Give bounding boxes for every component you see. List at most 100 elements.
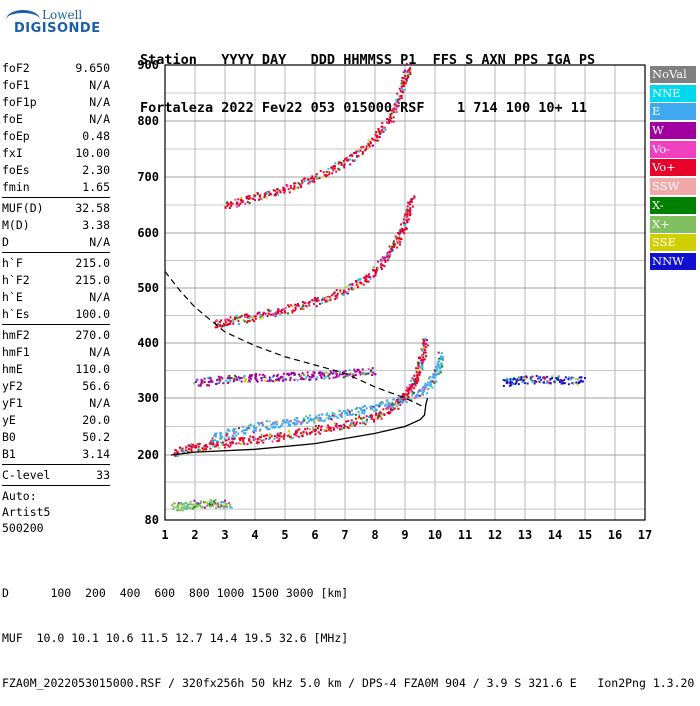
echo-point [339,424,342,427]
echo-point [294,432,297,435]
echo-point [510,381,513,384]
echo-point [372,275,375,278]
echo-point [535,374,538,377]
echo-point [333,370,336,373]
y-tick-label: 80 [145,513,159,527]
echo-point [240,430,243,433]
echo-point [212,445,215,448]
echo-point [508,384,511,387]
echo-point [305,376,308,379]
echo-point [374,269,377,272]
echo-point [282,437,285,440]
echo-point [295,431,298,434]
echo-point [375,412,378,415]
echo-point [354,279,357,282]
echo-point [206,501,209,504]
echo-point [530,377,533,380]
echo-point [260,379,263,382]
echo-point [405,62,408,65]
echo-point [409,379,412,382]
echo-point [345,420,348,423]
echo-point [409,386,412,389]
echo-point [233,437,236,440]
echo-point [392,246,395,249]
echo-point [241,437,244,440]
param-name: hmE [2,362,23,376]
echo-point [286,434,289,437]
echo-point [278,432,281,435]
echo-point [506,377,509,380]
echo-point [431,386,434,389]
param-row: yF1 N/A [2,395,110,412]
echo-point [283,377,286,380]
echo-point [414,367,417,370]
echo-point [211,440,214,443]
param-name: M(D) [2,218,30,232]
echo-point [402,79,405,82]
echo-point [413,379,416,382]
echo-point [274,189,277,192]
echo-point [384,260,387,263]
echo-point [256,312,259,315]
echo-point [426,384,429,387]
echo-point [230,506,233,509]
echo-point [414,384,417,387]
echo-point [580,376,583,379]
echo-point [266,315,269,318]
echo-point [239,316,242,319]
echo-point [411,377,414,380]
echo-point [195,501,198,504]
echo-point [299,378,302,381]
echo-point [255,373,258,376]
echo-point [248,380,251,383]
echo-point [336,417,339,420]
echo-point [366,275,369,278]
echo-point [424,337,427,340]
echo-point [339,409,342,412]
echo-point [415,379,418,382]
echo-point [324,175,327,178]
echo-point [310,431,313,434]
echo-point [386,255,389,258]
echo-point [336,292,339,295]
echo-point [385,259,388,262]
echo-point [421,392,424,395]
echo-point [390,117,393,120]
echo-point [397,401,400,404]
echo-point [397,231,400,234]
echo-point [567,383,570,386]
echo-point [322,171,325,174]
echo-point [193,506,196,509]
echo-point [224,499,227,502]
param-name: fxI [2,146,23,160]
echo-point [267,190,270,193]
echo-point [393,106,396,109]
echo-point [283,434,286,437]
echo-point [256,442,259,445]
echo-point [262,424,265,427]
echo-point [380,417,383,420]
echo-point [400,82,403,85]
echo-point [363,404,366,407]
echo-point [248,439,251,442]
param-row: M(D) 3.38 [2,217,110,234]
echo-point [405,210,408,213]
echo-point [258,436,261,439]
param-value: 3.14 [82,447,110,461]
echo-point [404,219,407,222]
echo-point [269,434,272,437]
echo-point [301,305,304,308]
x-tick-label: 17 [638,528,652,542]
echo-point [265,191,268,194]
echo-point [367,368,370,371]
echo-point [395,104,398,107]
echo-point [320,375,323,378]
echo-point [523,378,526,381]
echo-point [237,317,240,320]
param-row: B1 3.14 [2,446,110,463]
echo-point [374,270,377,273]
echo-point [293,186,296,189]
echo-point [207,504,210,507]
echo-point [379,132,382,135]
echo-point [235,375,238,378]
